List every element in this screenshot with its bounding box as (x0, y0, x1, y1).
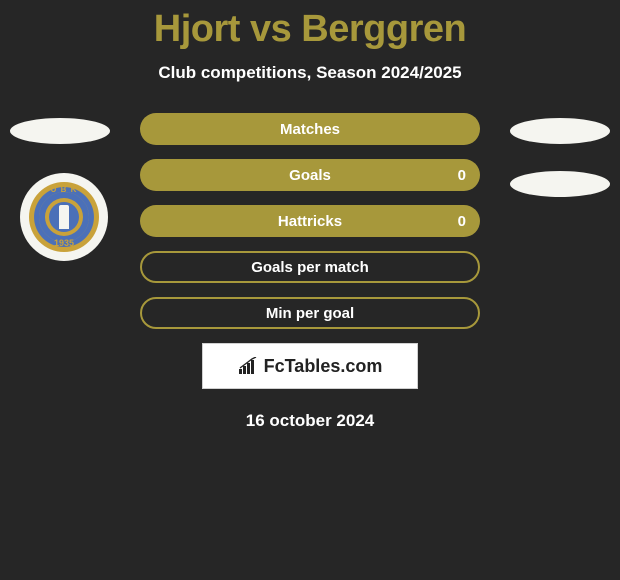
player-right-placeholder-1 (510, 118, 610, 144)
comparison-subtitle: Club competitions, Season 2024/2025 (0, 63, 620, 83)
club-logo-year: 1935 (29, 238, 99, 248)
club-logo-tower-icon (59, 205, 69, 229)
club-logo: U B K 1935 (20, 173, 108, 261)
stat-row: Matches (140, 113, 480, 145)
stat-rows: Matches Goals 0 Hattricks 0 Goals per match Mi… (140, 113, 480, 329)
brand-name: FcTables.com (264, 356, 383, 377)
bar-chart-icon (238, 357, 260, 375)
stat-label: Hattricks (278, 213, 342, 230)
club-logo-inner: U B K 1935 (29, 182, 99, 252)
stat-row: Hattricks 0 (140, 205, 480, 237)
stat-row: Goals per match (140, 251, 480, 283)
stat-row: Min per goal (140, 297, 480, 329)
brand-box[interactable]: FcTables.com (202, 343, 418, 389)
comparison-body: U B K 1935 MatchesGoals0Hattricks0Goals … (0, 113, 620, 431)
stat-value-right: 0 (458, 167, 466, 184)
stat-label: Goals (289, 167, 331, 184)
player-left-placeholder (10, 118, 110, 144)
stat-row: Goals 0 (140, 159, 480, 191)
snapshot-date: 16 october 2024 (0, 411, 620, 431)
stat-value-right: 0 (458, 213, 466, 230)
comparison-title: Hjort vs Berggren (0, 0, 620, 51)
stat-label: Matches (280, 121, 340, 138)
stat-label: Goals per match (251, 259, 369, 276)
title-text: Hjort vs Berggren (154, 8, 466, 50)
stat-label: Min per goal (266, 305, 354, 322)
club-logo-initials: U B K (29, 185, 99, 194)
player-right-placeholder-2 (510, 171, 610, 197)
